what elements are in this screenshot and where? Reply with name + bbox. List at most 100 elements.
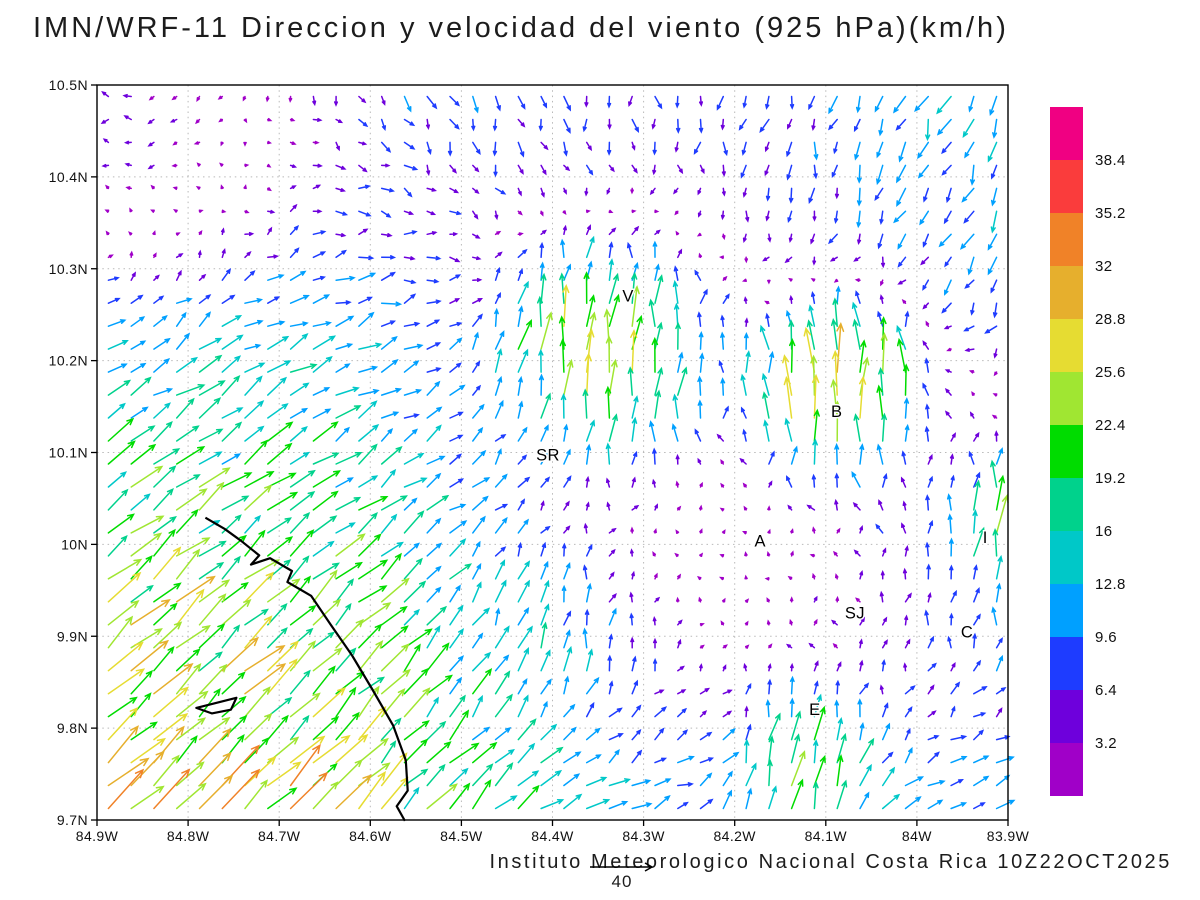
- wind-arrow: [380, 359, 399, 373]
- wind-arrow: [123, 140, 132, 145]
- wind-arrow: [699, 710, 708, 718]
- wind-arrow: [654, 366, 664, 396]
- wind-arrow: [335, 578, 354, 603]
- wind-arrow: [654, 209, 660, 214]
- wind-arrow: [858, 375, 867, 419]
- wind-arrow: [631, 141, 636, 151]
- wind-arrow: [267, 140, 272, 145]
- wind-arrow: [813, 705, 826, 741]
- wind-arrow: [175, 332, 191, 350]
- wind-arrow: [107, 471, 128, 488]
- wind-arrow: [743, 738, 750, 764]
- wind-arrow: [403, 230, 418, 236]
- wind-arrow: [697, 187, 702, 196]
- wind-arrow: [403, 687, 431, 718]
- wind-arrow: [972, 509, 978, 534]
- wind-arrow: [893, 95, 907, 114]
- wind-arrow: [833, 550, 838, 557]
- wind-arrow: [938, 233, 952, 248]
- wind-arrow: [267, 517, 293, 534]
- wind-arrow: [924, 425, 930, 442]
- wind-arrow: [130, 785, 165, 810]
- wind-arrow: [540, 746, 564, 764]
- wind-arrow: [289, 555, 310, 580]
- wind-arrow: [904, 310, 910, 327]
- wind-arrow: [198, 774, 234, 810]
- wind-arrow: [767, 528, 771, 534]
- wind-arrow: [995, 447, 1004, 465]
- colorbar-label: 12.8: [1095, 576, 1126, 593]
- wind-arrow: [721, 164, 726, 177]
- x-axis-labels: 84.9W 84.8W 84.7W 84.6W 84.5W 84.4W 84.3W 84.2W…: [76, 828, 1030, 844]
- wind-arrow: [743, 331, 749, 350]
- wind-arrow: [673, 265, 679, 281]
- wind-arrow: [335, 647, 357, 672]
- wind-arrow: [744, 551, 748, 557]
- wind-arrow: [358, 559, 389, 580]
- wind-arrow: [426, 424, 442, 442]
- wind-arrow: [973, 802, 986, 810]
- wind-arrow: [312, 275, 326, 281]
- wind-arrow: [830, 378, 838, 419]
- wind-arrow: [289, 605, 317, 626]
- wind-arrow: [674, 141, 679, 153]
- wind-arrow: [968, 450, 975, 465]
- wind-arrow: [244, 559, 281, 580]
- wind-arrow: [973, 431, 980, 442]
- wind-arrow: [517, 348, 529, 373]
- wind-arrow: [585, 419, 596, 442]
- wind-arrow: [335, 522, 356, 534]
- wind-arrow: [335, 275, 356, 281]
- wind-arrow: [949, 612, 954, 626]
- wind-arrow: [449, 164, 457, 174]
- wind-arrow: [107, 297, 121, 304]
- wind-arrow: [876, 443, 884, 465]
- wind-arrow: [881, 639, 888, 649]
- wind-arrow: [312, 95, 317, 107]
- wind-arrow: [403, 95, 412, 113]
- wind-arrow: [925, 403, 930, 419]
- wind-arrow: [426, 494, 450, 511]
- wind-arrow: [130, 316, 146, 327]
- wind-arrow: [244, 425, 265, 442]
- wind-arrow: [608, 164, 615, 173]
- wind-arrow: [629, 612, 634, 626]
- x-tick-label: 83.9W: [987, 828, 1030, 844]
- wind-arrow: [426, 783, 458, 810]
- wind-arrow: [221, 534, 248, 557]
- wind-arrow: [973, 686, 988, 695]
- wind-arrow: [563, 448, 571, 465]
- wind-arrow: [743, 662, 748, 672]
- wind-arrow: [312, 540, 335, 557]
- wind-arrow: [175, 397, 195, 419]
- wind-arrow: [175, 690, 209, 718]
- wind-arrow: [722, 141, 728, 157]
- wind-arrow: [927, 635, 934, 649]
- wind-arrow: [585, 582, 592, 603]
- wind-arrow: [836, 717, 844, 741]
- colorbar-segment: [1050, 584, 1083, 637]
- wind-arrow: [540, 187, 545, 198]
- wind-arrow: [759, 324, 770, 350]
- wind-arrow: [585, 443, 592, 465]
- wind-arrow: [812, 210, 817, 222]
- wind-arrow: [153, 768, 191, 810]
- wind-arrow: [449, 95, 461, 107]
- wind-arrow: [517, 607, 530, 626]
- wind-arrow: [494, 251, 503, 259]
- wind-arrow: [426, 542, 443, 557]
- wind-arrow: [244, 686, 271, 718]
- y-tick-label: 10.4N: [49, 169, 88, 185]
- wind-arrow: [742, 95, 747, 109]
- wind-arrow: [289, 743, 321, 787]
- x-tick-label: 84.6W: [349, 828, 392, 844]
- wind-arrow: [789, 95, 795, 110]
- wind-arrow: [267, 376, 288, 396]
- wind-arrow: [426, 255, 442, 261]
- city-marker-SR: SR: [536, 446, 560, 464]
- wind-arrow: [943, 325, 952, 330]
- wind-arrow: [333, 95, 339, 107]
- wind-arrow: [312, 321, 332, 327]
- wind-arrow: [426, 605, 448, 626]
- wind-arrow: [494, 473, 508, 488]
